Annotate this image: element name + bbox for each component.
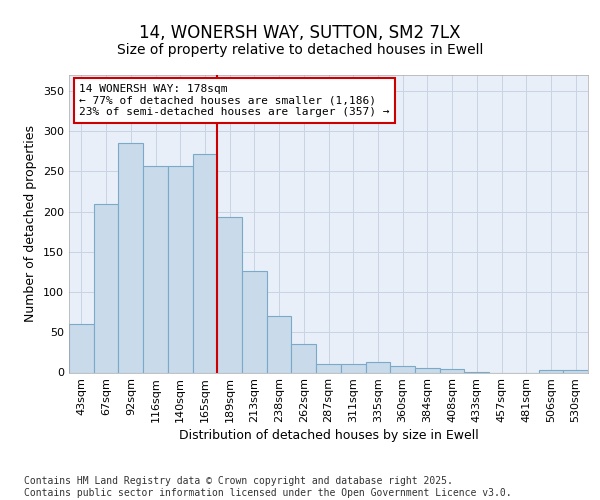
Bar <box>118 144 143 372</box>
Bar <box>143 166 168 372</box>
Bar <box>267 316 292 372</box>
Bar <box>365 362 390 372</box>
Bar <box>292 344 316 372</box>
Text: 14, WONERSH WAY, SUTTON, SM2 7LX: 14, WONERSH WAY, SUTTON, SM2 7LX <box>139 24 461 42</box>
Bar <box>94 204 118 372</box>
Text: Size of property relative to detached houses in Ewell: Size of property relative to detached ho… <box>117 43 483 57</box>
Bar <box>539 370 563 372</box>
Bar <box>217 218 242 372</box>
Bar <box>69 324 94 372</box>
Bar <box>193 154 217 372</box>
Bar <box>390 366 415 372</box>
Text: Contains HM Land Registry data © Crown copyright and database right 2025.
Contai: Contains HM Land Registry data © Crown c… <box>24 476 512 498</box>
Bar <box>341 364 365 372</box>
Text: 14 WONERSH WAY: 178sqm
← 77% of detached houses are smaller (1,186)
23% of semi-: 14 WONERSH WAY: 178sqm ← 77% of detached… <box>79 84 390 117</box>
X-axis label: Distribution of detached houses by size in Ewell: Distribution of detached houses by size … <box>179 430 478 442</box>
Bar <box>242 271 267 372</box>
Bar <box>168 166 193 372</box>
Bar <box>316 364 341 372</box>
Bar <box>440 370 464 372</box>
Y-axis label: Number of detached properties: Number of detached properties <box>25 125 37 322</box>
Bar <box>563 370 588 372</box>
Bar <box>415 368 440 372</box>
